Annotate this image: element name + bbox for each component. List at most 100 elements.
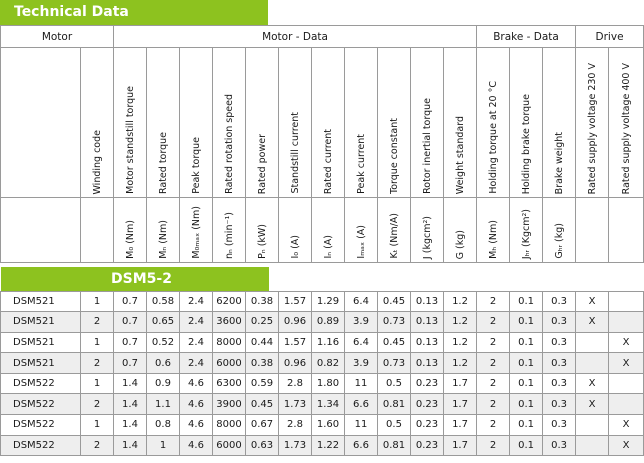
value-cell: 0.13 [410, 331, 444, 354]
value-cell: 2 [476, 393, 511, 416]
model-cell: DSM521 [0, 290, 81, 313]
column-header-label: Brake weight [553, 131, 565, 194]
column-unit-label: M₀ (Nm) [124, 220, 136, 259]
value-cell [575, 434, 610, 457]
value-cell: 0.8 [146, 414, 180, 436]
column-header-label: Rated current [322, 128, 334, 194]
value-cell: 1.7 [442, 393, 478, 416]
value-cell: 0.1 [509, 311, 544, 333]
value-cell: 8000 [212, 414, 246, 436]
value-cell: 6.6 [344, 393, 378, 416]
value-cell: 0.9 [146, 372, 180, 395]
value-cell: 3.9 [344, 352, 378, 374]
value-cell: 1.7 [442, 434, 478, 457]
value-cell: 1.57 [278, 331, 312, 354]
value-cell: 8000 [212, 331, 246, 354]
column-header: Rated supply voltage 230 V [575, 47, 610, 198]
model-cell: DSM522 [0, 434, 81, 457]
value-cell: 2 [80, 393, 114, 416]
value-cell [608, 372, 644, 395]
value-cell: 0.1 [509, 352, 544, 374]
value-cell: 2 [476, 352, 511, 374]
model-cell: DSM521 [0, 352, 81, 374]
column-unit-label: Jₕᵣ (Kgcm²) [520, 208, 532, 259]
value-cell: 4.6 [179, 414, 213, 436]
value-cell: 2 [80, 434, 114, 457]
column-header: Weight standard [442, 47, 478, 198]
column-header-label: Rated power [256, 133, 268, 194]
column-unit: nₙ (min⁻¹) [212, 197, 246, 263]
value-cell: 1 [146, 434, 180, 457]
value-cell: 4.6 [179, 393, 213, 416]
column-unit: Mₕ (Nm) [476, 197, 511, 263]
column-unit: Jₕᵣ (Kgcm²) [509, 197, 544, 263]
table-row: DSM522 1 1.4 0.9 4.6 6300 0.59 2.8 1.80 11 0.5 0.23… [0, 372, 644, 395]
column-unit: Pₙ (kW) [245, 197, 279, 263]
model-cell: DSM521 [0, 311, 81, 333]
value-cell: 1.4 [113, 372, 147, 395]
value-cell: 0.23 [410, 372, 444, 395]
value-cell: 0.5 [377, 372, 411, 395]
column-header-label: Winding code [91, 129, 103, 195]
value-cell: X [608, 414, 644, 436]
value-cell: 0.1 [509, 414, 544, 436]
value-cell: 1.73 [278, 434, 312, 457]
value-cell: 1.4 [113, 393, 147, 416]
column-header: Rated power [245, 47, 279, 198]
value-cell [608, 393, 644, 416]
column-header: Holding brake torque [509, 47, 544, 198]
value-cell: 1.73 [278, 393, 312, 416]
value-cell [575, 414, 610, 436]
value-cell: 2 [476, 331, 511, 354]
column-unit: Mₙ (Nm) [146, 197, 180, 263]
column-header-label: Holding torque at 20 °C [487, 81, 499, 194]
value-cell: 2 [476, 372, 511, 395]
model-cell: DSM522 [0, 372, 81, 395]
value-cell: 1.4 [113, 414, 147, 436]
value-cell [608, 290, 644, 313]
column-unit: M₀ₘₐₓ (Nm) [179, 197, 213, 263]
value-cell: 2 [80, 311, 114, 333]
value-cell: 0.13 [410, 352, 444, 374]
value-cell: 0.44 [245, 331, 279, 354]
column-header: Peak current [344, 47, 378, 198]
value-cell: 0.7 [113, 331, 147, 354]
value-cell: 0.67 [245, 414, 279, 436]
value-cell: 6200 [212, 290, 246, 313]
column-header: Torque constant [377, 47, 411, 198]
value-cell: 4.6 [179, 434, 213, 457]
value-cell: 6.4 [344, 331, 378, 354]
value-cell: 2.4 [179, 290, 213, 313]
column-unit-label: Gₕᵣ (kg) [553, 223, 565, 259]
table-row: DSM521 2 0.7 0.65 2.4 3600 0.25 0.96 0.89 3.9 0.73… [0, 311, 644, 333]
column-unit: Iₘₐₓ (A) [344, 197, 378, 263]
table-row: DSM522 2 1.4 1 4.6 6000 0.63 1.73 1.22 6.6 0.81 0.2… [0, 434, 644, 457]
group-header-brake-data: Brake - Data [476, 25, 577, 48]
column-header: Rated rotation speed [212, 47, 246, 198]
value-cell: 0.7 [113, 311, 147, 333]
value-cell: 6.6 [344, 434, 378, 457]
table-row: DSM522 1 1.4 0.8 4.6 8000 0.67 2.8 1.60 11 0.5 0.23… [0, 414, 644, 436]
column-header: Motor standstill torque [113, 47, 147, 198]
value-cell: 0.96 [278, 311, 312, 333]
value-cell [608, 311, 644, 333]
value-cell: 0.3 [542, 311, 577, 333]
column-header: Rated torque [146, 47, 180, 198]
value-cell: 1.2 [442, 290, 478, 313]
column-unit [80, 197, 114, 263]
value-cell: 1.80 [311, 372, 345, 395]
value-cell: 0.3 [542, 434, 577, 457]
value-cell: 2 [476, 414, 511, 436]
column-unit: Iₙ (A) [311, 197, 345, 263]
value-cell: 0.3 [542, 393, 577, 416]
value-cell: 2.4 [179, 352, 213, 374]
value-cell: 0.58 [146, 290, 180, 313]
value-cell: 0.3 [542, 414, 577, 436]
column-unit-label: Iₙ (A) [322, 235, 334, 259]
value-cell: 0.89 [311, 311, 345, 333]
value-cell: 2 [476, 434, 511, 457]
value-cell: 0.73 [377, 311, 411, 333]
value-cell: 0.25 [245, 311, 279, 333]
value-cell: 1.22 [311, 434, 345, 457]
value-cell: 2.8 [278, 414, 312, 436]
